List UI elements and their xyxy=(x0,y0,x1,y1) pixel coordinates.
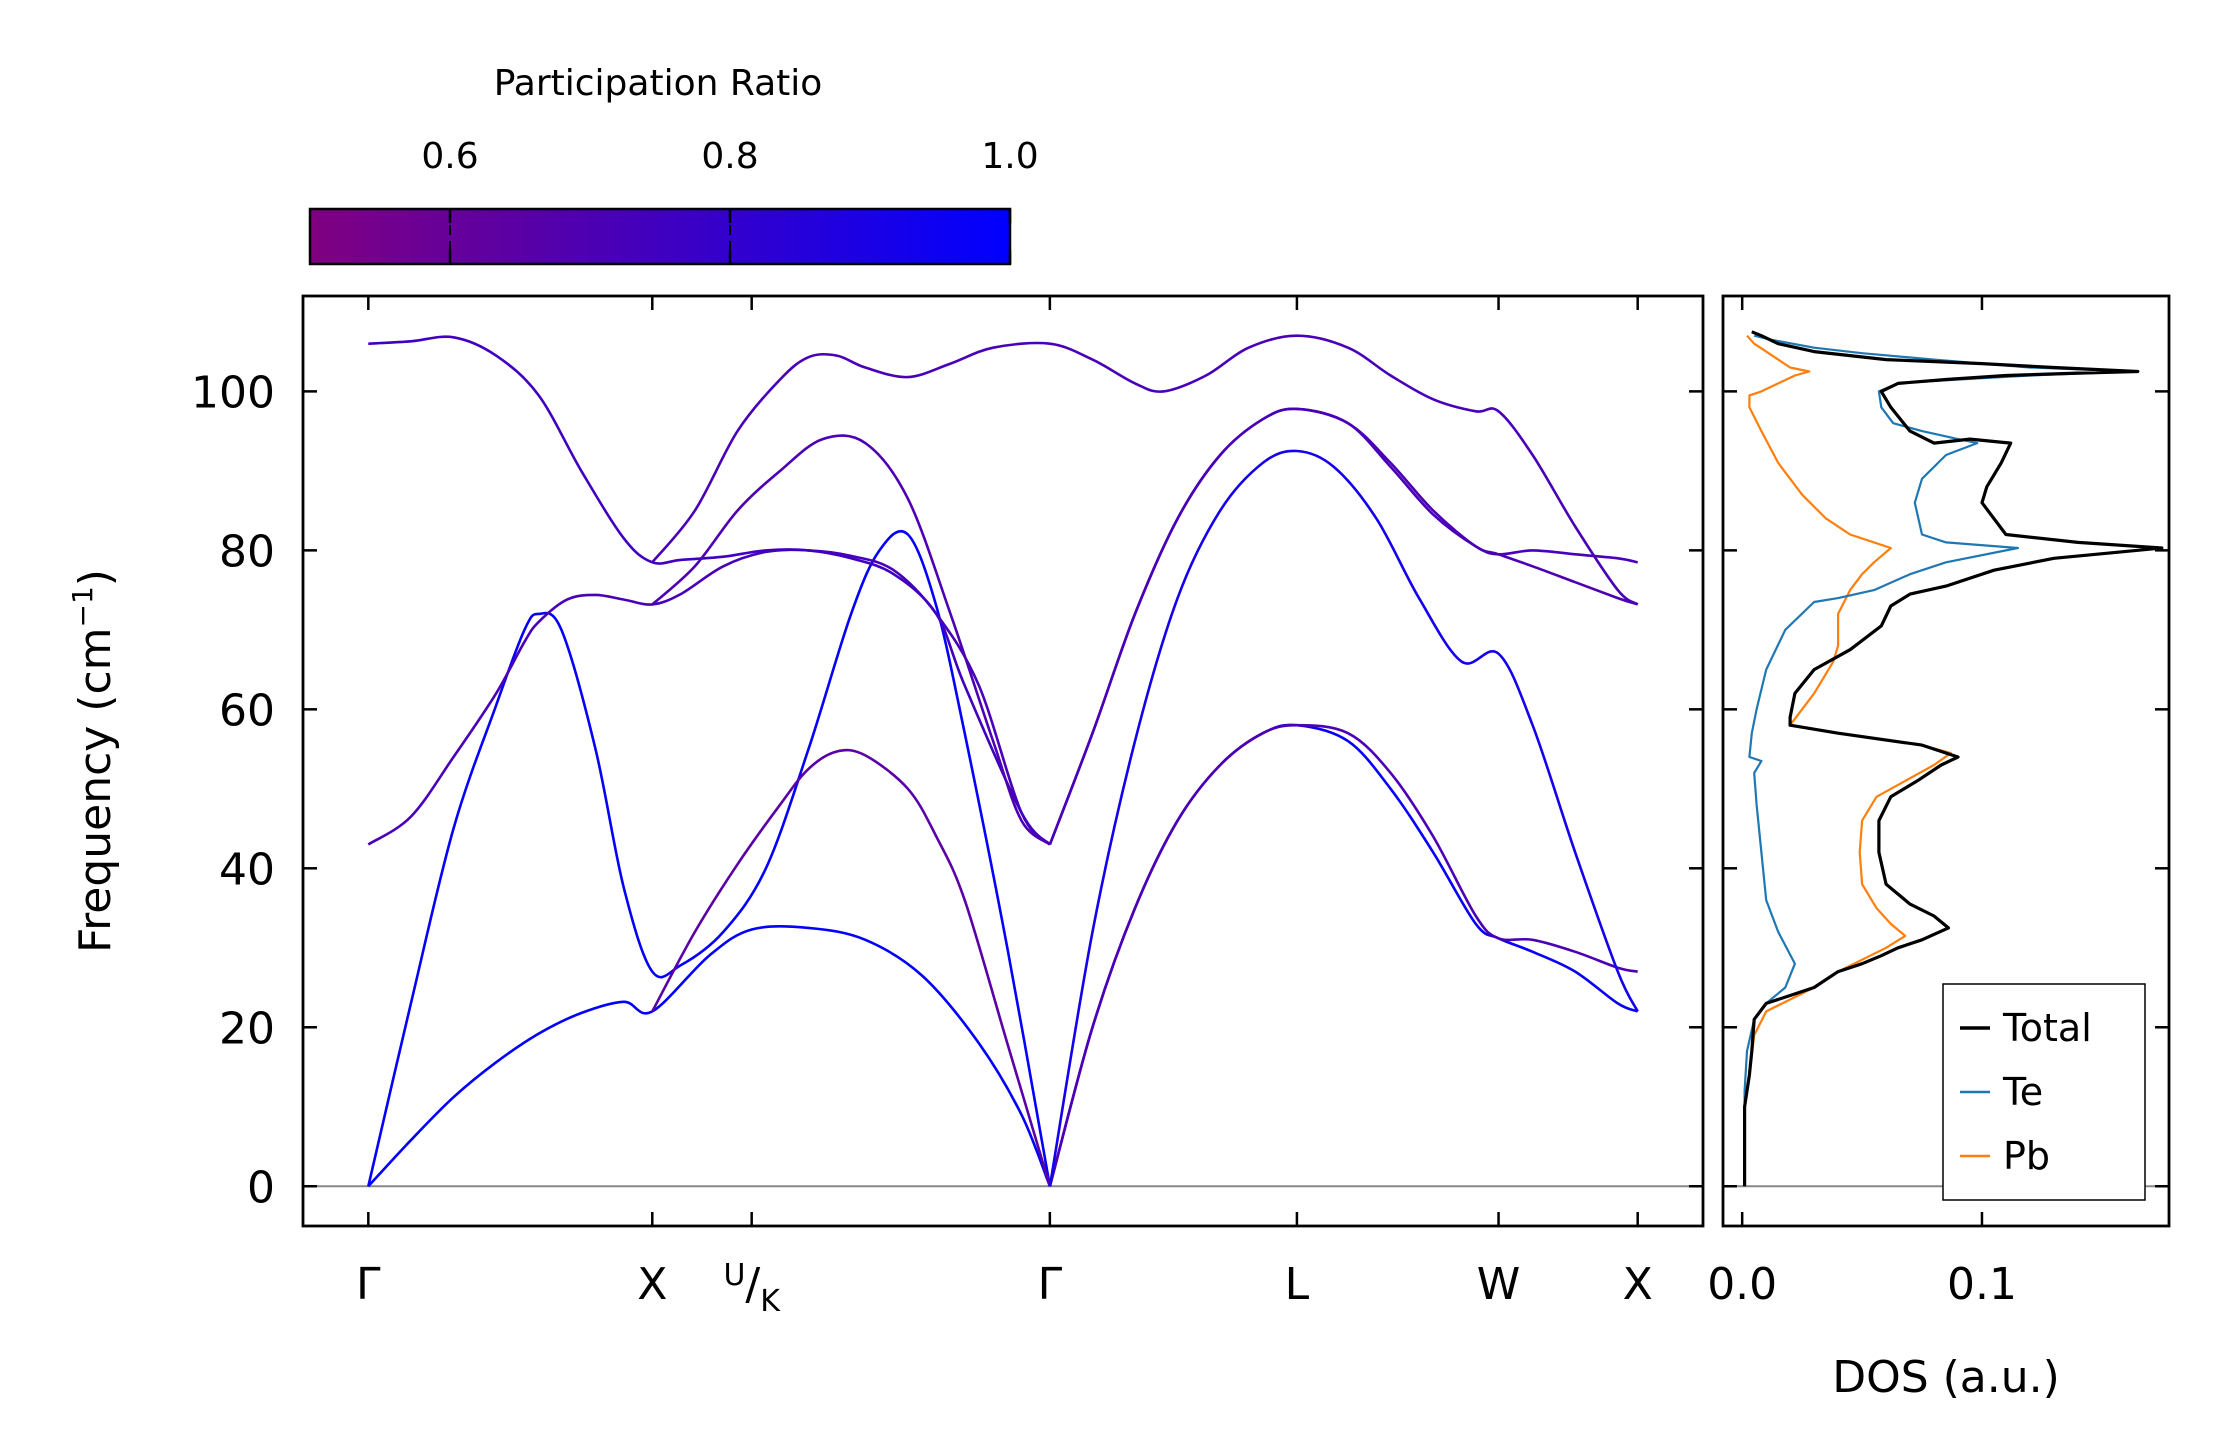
colorbar: Participation Ratio 0.6 0.8 1.0 xyxy=(308,63,1039,266)
y-tick-label: 0 xyxy=(247,1162,275,1213)
x-tick-label: X xyxy=(1623,1259,1653,1310)
main-axes-frame xyxy=(301,294,1705,1228)
legend-label: Total xyxy=(2002,1006,2092,1050)
colorbar-tick-label: 0.6 xyxy=(421,136,478,177)
x-tick-label: Γ xyxy=(356,1259,381,1310)
x-tick-label: X xyxy=(637,1259,667,1310)
dos-plot: 0.0 0.1 DOS (a.u.) Total Te Pb xyxy=(1707,294,2171,1403)
band-12-line xyxy=(1048,407,1638,845)
colorbar-gradient xyxy=(308,207,1012,266)
colorbar-tick-label: 1.0 xyxy=(981,136,1038,177)
dos-lines xyxy=(1743,330,2164,1187)
x-tick-label: W xyxy=(1477,1259,1521,1310)
colorbar-ticks: 0.6 0.8 1.0 xyxy=(421,136,1039,264)
y-tick-label: 60 xyxy=(219,685,275,736)
band-6-line xyxy=(651,434,1051,846)
legend-label: Pb xyxy=(2003,1134,2050,1178)
bands xyxy=(367,334,1639,1188)
y-tick-label: 80 xyxy=(219,526,275,577)
band-10-line xyxy=(1048,449,1639,1187)
y-tick-label: 20 xyxy=(219,1003,275,1054)
main-y-ticks: 0 20 40 60 80 100 xyxy=(191,367,1703,1213)
legend-label: Te xyxy=(2002,1070,2043,1114)
colorbar-tick-label: 0.8 xyxy=(701,136,758,177)
band-8-line xyxy=(1048,723,1639,1187)
dos-axes-frame xyxy=(1721,294,2171,1228)
band-7-line xyxy=(651,334,1639,606)
dos-total-line xyxy=(1743,330,2164,1187)
y-axis-label: Frequency (cm−1) xyxy=(66,569,121,953)
y-tick-label: 40 xyxy=(219,844,275,895)
dos-x-axis-label: DOS (a.u.) xyxy=(1832,1352,2060,1403)
dos-ticks: 0.0 0.1 xyxy=(1707,296,2169,1310)
dos-x-tick-label: 0.0 xyxy=(1707,1259,1777,1310)
band-5-line xyxy=(651,748,1052,1187)
x-tick-label-uk: U/K xyxy=(723,1258,781,1319)
band-9-line xyxy=(1048,723,1638,1187)
band-structure-plot: 0 20 40 60 80 100 Γ X U/K Γ L W X Frequency (cm−1) xyxy=(66,294,1705,1319)
colorbar-title: Participation Ratio xyxy=(494,63,823,104)
band-4-line xyxy=(368,335,1051,846)
band-11-line xyxy=(1048,407,1639,845)
x-tick-label: Γ xyxy=(1038,1259,1063,1310)
band-1-line xyxy=(367,925,1052,1188)
y-tick-label: 100 xyxy=(191,367,275,418)
dos-x-tick-label: 0.1 xyxy=(1947,1259,2017,1310)
x-tick-label: L xyxy=(1285,1259,1310,1310)
legend-items: Total Te Pb xyxy=(1960,1006,2092,1178)
band-3-line xyxy=(367,548,1051,846)
main-x-ticks: Γ X U/K Γ L W X xyxy=(356,296,1653,1319)
legend: Total Te Pb xyxy=(1942,983,2146,1201)
band-2-line xyxy=(367,529,1052,1187)
dos-pb-line xyxy=(1743,334,1952,1187)
